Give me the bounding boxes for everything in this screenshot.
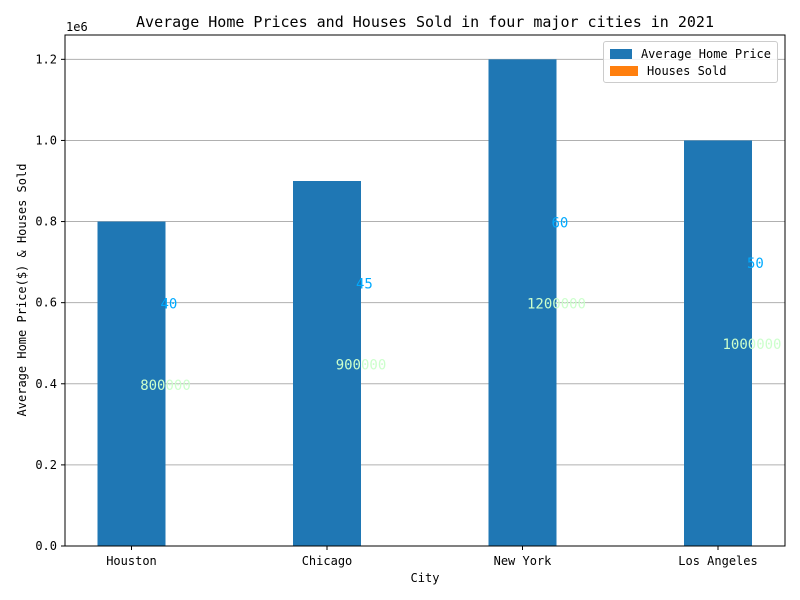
y-tick-label: 0.4	[35, 377, 57, 391]
x-tick-label: Houston	[106, 554, 157, 568]
data-label-houses-sold: 40	[161, 297, 178, 313]
data-label-houses-sold: 45	[356, 276, 373, 292]
bar-average-home-price	[488, 59, 557, 546]
bar-average-home-price	[97, 221, 166, 547]
y-scale-label: 1e6	[66, 20, 88, 34]
legend-item-sold: Houses Sold	[610, 62, 771, 79]
y-tick-label: 0.2	[35, 458, 57, 472]
legend-swatch-sold	[610, 65, 638, 76]
legend-item-price: Average Home Price	[610, 45, 771, 62]
legend-label-price: Average Home Price	[640, 46, 771, 61]
data-label-price: 800000	[140, 378, 191, 394]
y-axis-label: Average Home Price($) & Houses Sold	[15, 164, 29, 417]
x-tick-label: New York	[494, 554, 553, 568]
x-tick-label: Los Angeles	[678, 554, 757, 568]
legend: Average Home Price Houses Sold	[603, 41, 778, 83]
x-tick-label: Chicago	[302, 554, 353, 568]
legend-swatch-price	[610, 48, 632, 59]
plot-frame	[64, 34, 786, 547]
y-tick-label: 1.0	[35, 133, 57, 147]
data-label-price: 1200000	[527, 297, 586, 313]
y-tick-label: 1.2	[35, 52, 57, 66]
data-label-houses-sold: 50	[747, 256, 764, 272]
chart-title: Average Home Prices and Houses Sold in f…	[136, 13, 714, 31]
data-label-price: 1000000	[722, 337, 781, 353]
bar-average-home-price	[684, 140, 752, 546]
bar-average-home-price	[293, 181, 361, 546]
data-label-price: 900000	[336, 358, 387, 374]
y-tick-label: 0.8	[35, 215, 57, 229]
y-tick-label: 0.6	[35, 296, 57, 310]
data-label-houses-sold: 60	[552, 216, 569, 232]
x-axis-label: City	[411, 571, 440, 585]
legend-label-sold: Houses Sold	[647, 63, 727, 78]
y-tick-label: 0.0	[35, 539, 57, 553]
